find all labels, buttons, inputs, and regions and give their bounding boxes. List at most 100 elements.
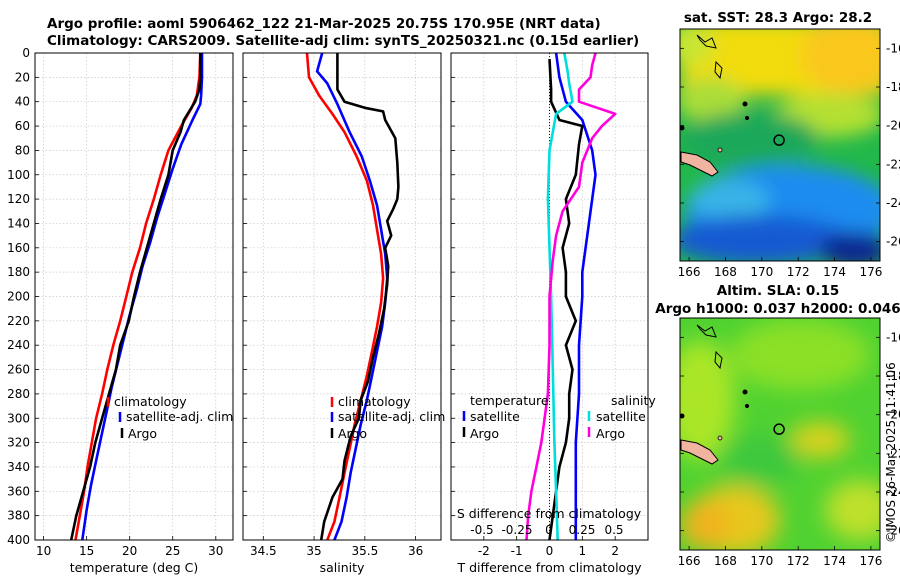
series-line-t-argo xyxy=(548,59,584,541)
y-tick-label: 220 xyxy=(7,314,30,328)
y-tick-label: 260 xyxy=(7,363,30,377)
x-tick-label: -2 xyxy=(478,544,490,558)
x-tick-label: 34.5 xyxy=(250,544,277,558)
y-tick-label: 80 xyxy=(15,143,30,157)
x-tick-label: 36 xyxy=(408,544,423,558)
salinity-legend: climatology satellite-adj. clim Argo xyxy=(330,394,445,441)
y-tick-label: 360 xyxy=(7,484,30,498)
y-tick-label: 40 xyxy=(15,95,30,109)
y-tick-label: 300 xyxy=(7,411,30,425)
s-difference-ticks: -0.5 -0.25 0 0.25 0.5 xyxy=(470,523,623,537)
y-tick-label: 180 xyxy=(7,265,30,279)
x-tick-label: 2 xyxy=(611,544,619,558)
sla-map-title-line2: Argo h1000: 0.037 h2000: 0.046 xyxy=(655,301,900,317)
x-tick-label: 20 xyxy=(122,544,137,558)
legend-label-satellite-adj: satellite-adj. clim xyxy=(126,409,233,424)
sst-argo-position-marker xyxy=(773,134,785,146)
lon-tick-label: 172 xyxy=(787,265,810,279)
x-tick-label: -1 xyxy=(511,544,523,558)
lon-tick-label: 166 xyxy=(678,265,701,279)
sst-heatmap xyxy=(680,29,880,261)
lat-tick-label: -16 xyxy=(886,41,900,55)
lon-tick-label: 170 xyxy=(750,265,773,279)
sla-map: Altim. SLA: 0.15 Argo h1000: 0.037 h2000… xyxy=(655,283,900,568)
series-line-t-satellite xyxy=(554,52,597,540)
s-tick-label: -0.5 xyxy=(470,523,493,537)
lat-tick-label: -26 xyxy=(886,524,900,538)
x-tick-label: 30 xyxy=(208,544,223,558)
lon-tick-label: 176 xyxy=(859,554,882,568)
lat-tick-label: -22 xyxy=(886,157,900,171)
series-line-s-argo xyxy=(525,52,617,541)
x-axis-label: temperature (deg C) xyxy=(70,560,199,575)
y-tick-label: 20 xyxy=(15,70,30,84)
series-line-argo xyxy=(69,53,202,541)
lat-tick-label: -20 xyxy=(886,408,900,422)
y-tick-label: 320 xyxy=(7,436,30,450)
lon-tick-label: 174 xyxy=(823,554,846,568)
sla-map-axes: -16 -18 -20 -22 -24 -26 166 168 170 172 174 176 xyxy=(678,330,900,568)
y-tick-label: 340 xyxy=(7,460,30,474)
y-tick-label: 60 xyxy=(15,119,30,133)
x-tick-label: 35.5 xyxy=(351,544,378,558)
s-difference-axis-label: S difference from climatology xyxy=(457,506,642,521)
x-tick-label: 0 xyxy=(546,544,554,558)
s-tick-label: 0.25 xyxy=(569,523,596,537)
y-tick-label: 160 xyxy=(7,241,30,255)
x-tick-label: 25 xyxy=(165,544,180,558)
difference-panel: -2 -1 0 1 2 T difference from climatology xyxy=(450,52,649,575)
legend-title-salinity: salinity xyxy=(611,393,656,408)
lat-tick-label: -16 xyxy=(886,330,900,344)
x-tick-label: 15 xyxy=(79,544,94,558)
sst-map-axes: -16 -18 -20 -22 -24 -26 166 168 170 172 174 176 xyxy=(678,41,900,279)
lat-tick-label: -24 xyxy=(886,196,900,210)
legend-title-temperature: temperature xyxy=(470,393,549,408)
s-tick-label: -0.25 xyxy=(501,523,532,537)
s-tick-label: 0 xyxy=(545,523,553,537)
y-tick-label: 400 xyxy=(7,533,30,547)
legend-label-t-argo: Argo xyxy=(470,426,499,441)
legend-label-s-argo: Argo xyxy=(596,426,625,441)
lat-tick-label: -22 xyxy=(886,446,900,460)
temperature-legend: climatology satellite-adj. clim Argo xyxy=(106,394,233,441)
sla-argo-position-marker xyxy=(773,423,785,435)
lon-tick-label: 168 xyxy=(714,554,737,568)
x-tick-label: 1 xyxy=(579,544,587,558)
lat-tick-label: -18 xyxy=(886,369,900,383)
sst-map-frame xyxy=(679,28,881,262)
lon-tick-label: 174 xyxy=(823,265,846,279)
x-tick-label: 10 xyxy=(36,544,51,558)
legend-label-argo: Argo xyxy=(338,426,367,441)
legend-label-satellite-adj: satellite-adj. clim xyxy=(338,409,445,424)
series-line-s-satellite xyxy=(546,52,574,541)
legend-label-argo: Argo xyxy=(128,426,157,441)
series-line-climatology xyxy=(305,52,385,541)
y-tick-label: 380 xyxy=(7,509,30,523)
chart-title-line2: Climatology: CARS2009. Satellite-adj cli… xyxy=(47,33,639,49)
legend-label-climatology: climatology xyxy=(338,394,411,409)
s-tick-label: 0.5 xyxy=(604,523,623,537)
lon-tick-label: 172 xyxy=(787,554,810,568)
y-tick-label: 200 xyxy=(7,290,30,304)
x-axis-label: T difference from climatology xyxy=(456,560,642,575)
y-tick-label: 120 xyxy=(7,192,30,206)
y-tick-label: 280 xyxy=(7,387,30,401)
imos-timestamp: ©IMOS 26-Mar-2025 11:41:06 xyxy=(884,362,898,543)
lat-tick-label: -26 xyxy=(886,235,900,249)
chart-title-line1: Argo profile: aoml 5906462_122 21-Mar-20… xyxy=(47,16,601,32)
legend-label-s-satellite: satellite xyxy=(596,409,646,424)
lat-tick-label: -18 xyxy=(886,80,900,94)
salinity-panel: 34.5 35 35.5 36 salinity xyxy=(242,52,442,575)
plot-frame xyxy=(242,52,442,541)
plot-frame xyxy=(34,52,234,541)
lon-tick-label: 170 xyxy=(750,554,773,568)
lon-tick-label: 176 xyxy=(859,265,882,279)
sst-new-caledonia-land xyxy=(680,151,719,177)
y-tick-label: 0 xyxy=(22,46,30,60)
legend-label-climatology: climatology xyxy=(114,394,187,409)
sst-map-title: sat. SST: 28.3 Argo: 28.2 xyxy=(684,10,872,26)
x-axis-label: salinity xyxy=(320,560,365,575)
sla-new-caledonia-land xyxy=(680,439,719,465)
sla-heatmap xyxy=(680,318,880,550)
lon-tick-label: 168 xyxy=(714,265,737,279)
